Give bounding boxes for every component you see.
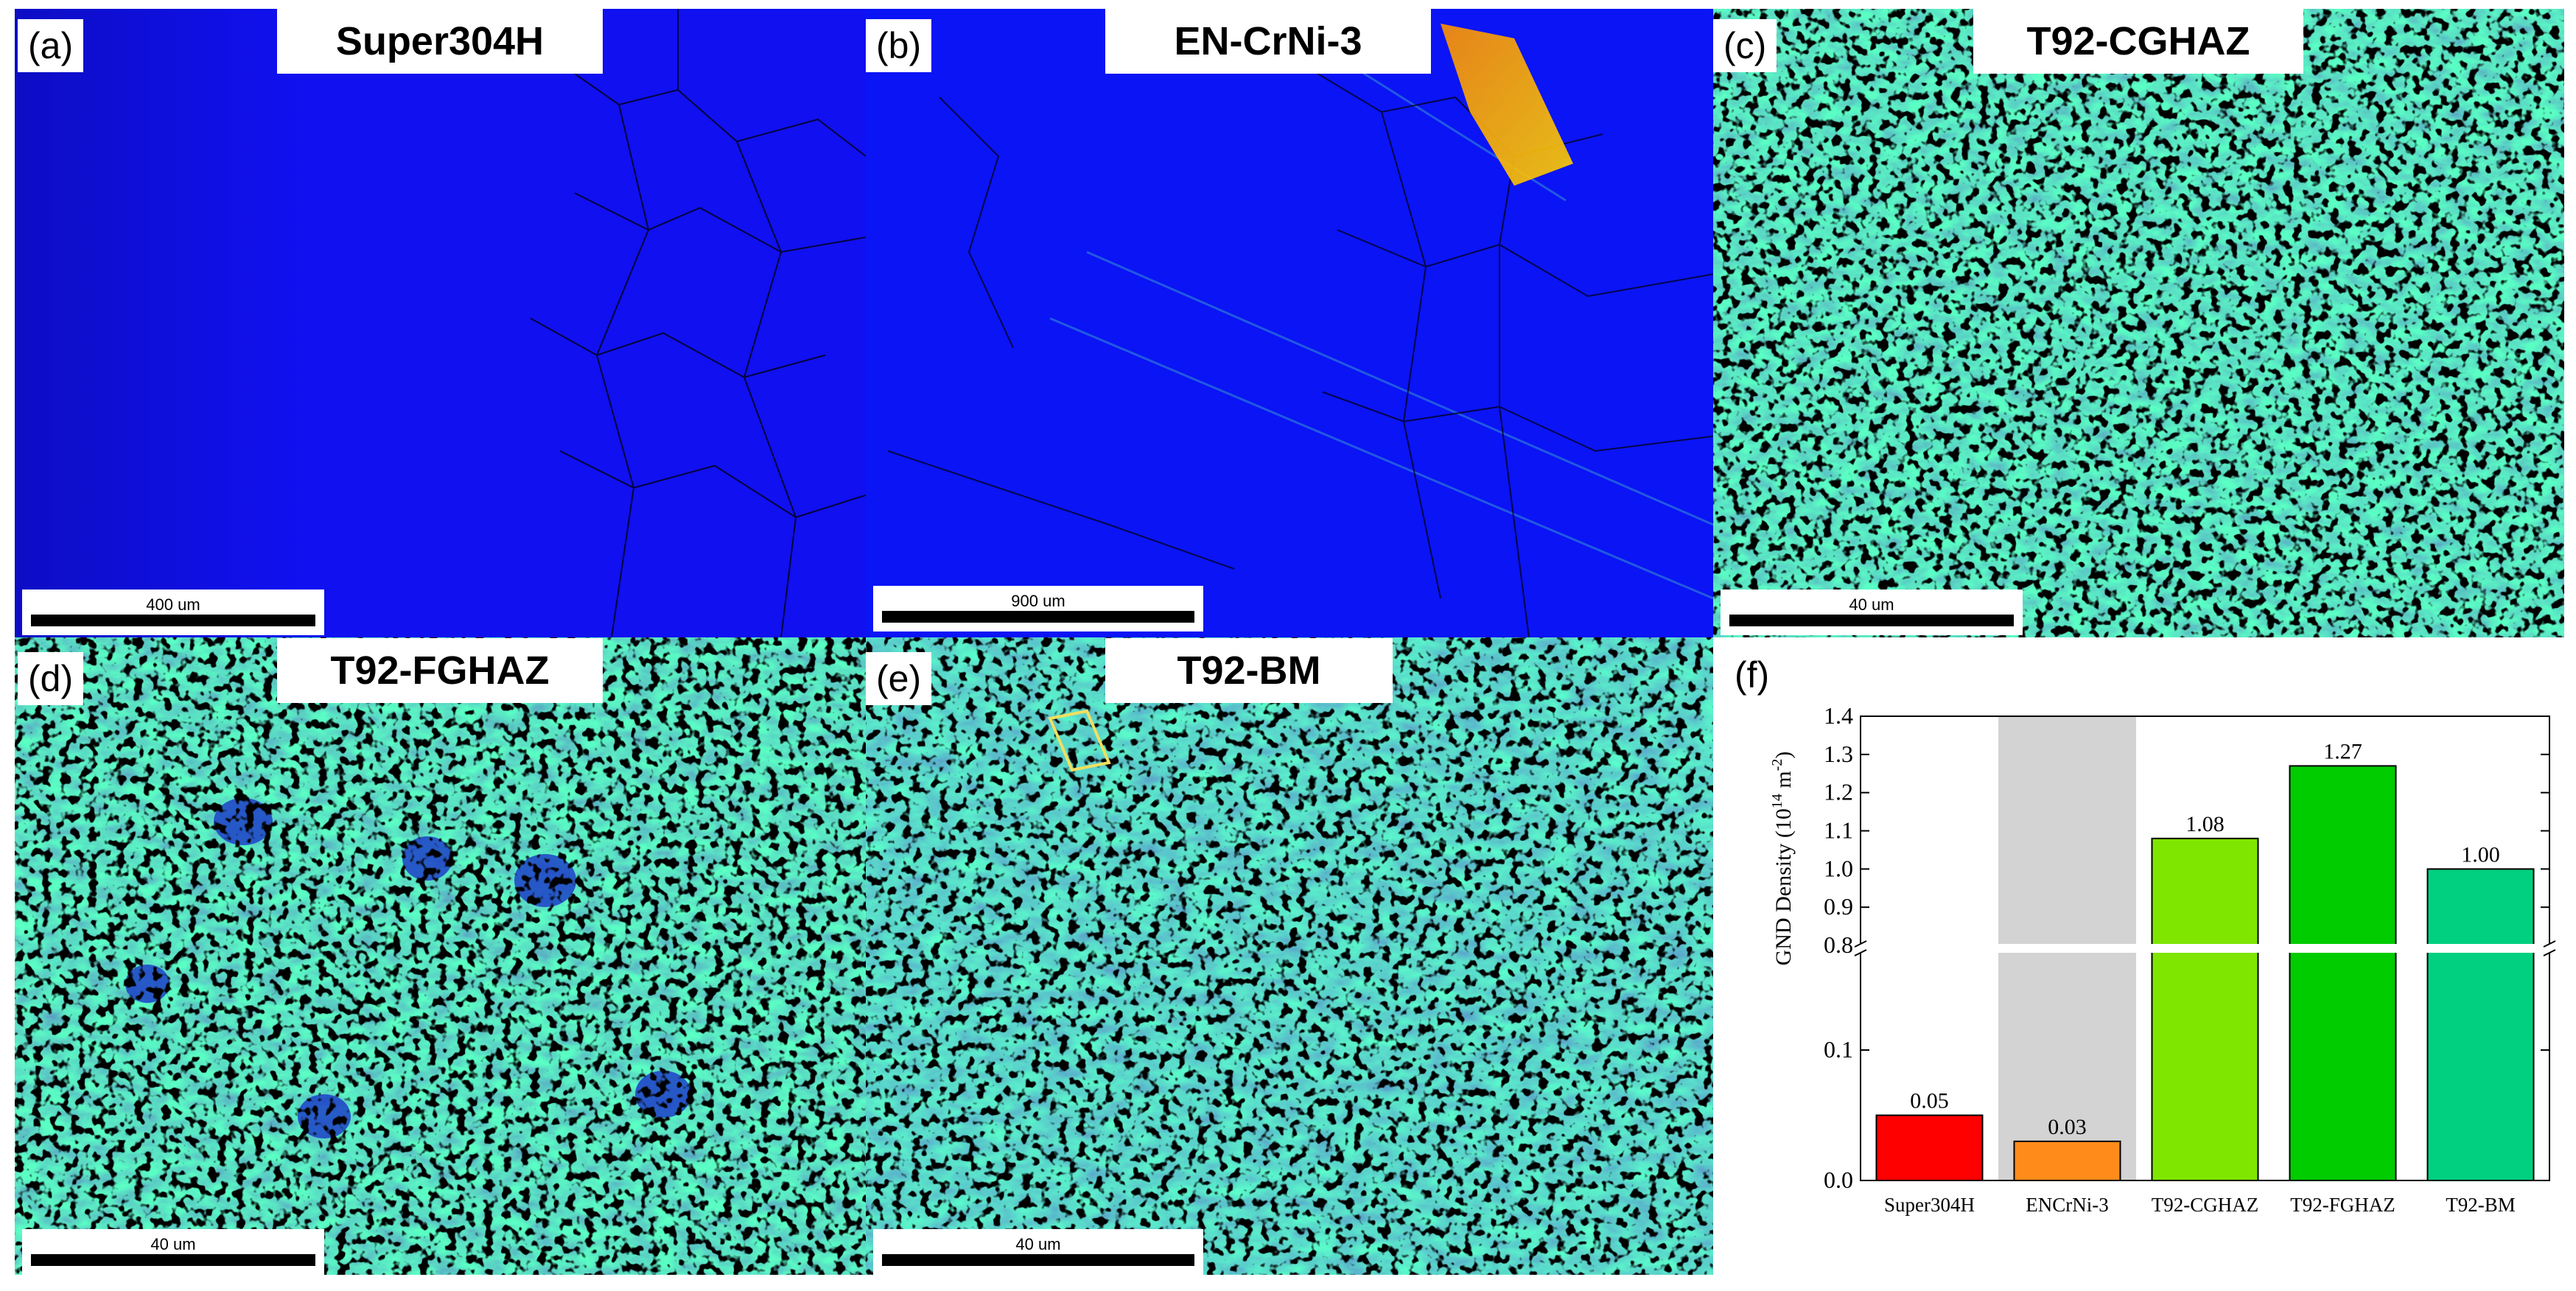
x-tick-label: T92-CGHAZ — [2152, 1194, 2258, 1216]
ebsd-map-b — [866, 9, 1713, 637]
bar-encrni-3 — [2013, 1140, 2121, 1182]
panel-letter-f: (f) — [1724, 648, 1780, 702]
axis-break-gap — [1862, 944, 2548, 953]
axis-break-left — [1856, 944, 1865, 953]
y-tick-label: 1.4 — [1824, 702, 1853, 729]
scale-line-c — [1729, 615, 2014, 626]
y-tick-label: 1.0 — [1824, 855, 1853, 881]
panel-title-d: T92-FGHAZ — [277, 638, 603, 703]
x-tick-label: T92-FGHAZ — [2290, 1194, 2395, 1216]
scale-line-d — [31, 1254, 315, 1266]
ebsd-map-e — [866, 637, 1713, 1275]
ebsd-map-c — [1713, 9, 2564, 637]
bar-super304h — [1875, 1114, 1984, 1181]
bar-t92-fghaz — [2289, 765, 2397, 1181]
y-tick-label: 1.1 — [1824, 817, 1853, 844]
axis-break-mark-right — [2543, 940, 2556, 948]
y-tick-label: 0.9 — [1824, 893, 1853, 920]
panel-letter-e: (e) — [866, 652, 932, 705]
panel-letter-a: (a) — [18, 19, 84, 72]
scale-label-a: 400 um — [146, 595, 200, 614]
panel-letter-d: (d) — [18, 652, 84, 705]
map-panel-b — [866, 9, 1713, 637]
map-panel-c — [1713, 9, 2564, 637]
panel-title-e: T92-BM — [1105, 638, 1393, 703]
panel-letter-c: (c) — [1713, 19, 1777, 72]
bar-t92-bm — [2426, 868, 2535, 1181]
panel-letter-b: (b) — [866, 19, 932, 72]
x-tick-label: ENCrNi-3 — [2026, 1194, 2108, 1216]
y-tick-label: 0.8 — [1824, 931, 1853, 958]
scale-line-a — [31, 615, 315, 626]
y-axis-label: GND Density (1014 m-2) — [1769, 752, 1796, 966]
y-tick-label: 0.1 — [1824, 1036, 1853, 1063]
map-panel-d — [15, 637, 866, 1275]
y-tick-label: 0.0 — [1824, 1166, 1853, 1193]
axis-break-right — [2545, 944, 2554, 953]
scale-bar-e: 40 um — [873, 1229, 1203, 1275]
gnd-density-chart: GND Density (1014 m-2) 0.05 Super304H 0.03… — [1769, 702, 2556, 1216]
panel-title-c: T92-CGHAZ — [1973, 9, 2303, 74]
bar-value-label: 1.08 — [2185, 812, 2225, 836]
bar-t92-cghaz — [2151, 837, 2259, 1181]
scale-bar-d: 40 um — [22, 1229, 324, 1275]
bar-value-label: 1.00 — [2461, 842, 2500, 867]
scale-label-c: 40 um — [1849, 595, 1894, 614]
x-tick-label: Super304H — [1884, 1194, 1975, 1216]
scale-line-e — [882, 1254, 1194, 1266]
map-panel-e — [866, 637, 1713, 1275]
panel-title-a: Super304H — [277, 9, 603, 74]
scale-bar-c: 40 um — [1721, 589, 2023, 635]
x-tick-label: T92-BM — [2446, 1194, 2516, 1216]
scale-bar-a: 400 um — [22, 589, 324, 635]
ebsd-map-d — [15, 637, 866, 1275]
scale-label-d: 40 um — [150, 1235, 196, 1253]
scale-bar-b: 900 um — [873, 586, 1203, 631]
y-tick-label: 1.2 — [1824, 779, 1853, 805]
y-tick-label: 1.3 — [1824, 741, 1853, 767]
axis-break-mark-right — [2543, 949, 2556, 956]
scale-label-b: 900 um — [1011, 592, 1065, 610]
axis-break-mark-left — [1854, 949, 1867, 956]
bar-value-label: 1.27 — [2323, 739, 2362, 763]
bar-value-label: 0.05 — [1910, 1089, 1949, 1113]
axis-break-mark-left — [1854, 940, 1867, 948]
bar-value-label: 0.03 — [2048, 1115, 2087, 1139]
scale-line-b — [882, 611, 1194, 623]
scale-label-e: 40 um — [1015, 1235, 1061, 1253]
ebsd-map-a — [15, 9, 866, 637]
panel-title-b: EN-CrNi-3 — [1105, 9, 1431, 74]
map-panel-a — [15, 9, 866, 637]
